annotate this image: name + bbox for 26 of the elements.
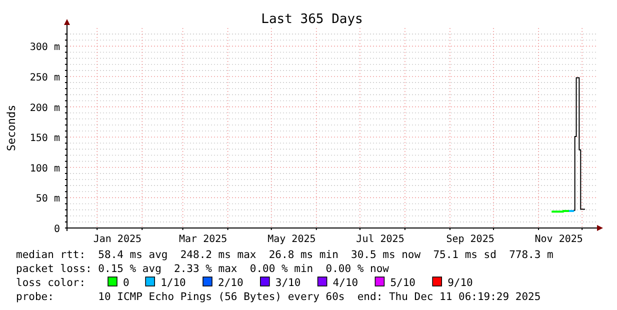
text: median rtt: 58.4 ms avg 248.2 ms max 26.8 ms min 30.5 ms now 75.1 ms sd 778.3 m: [16, 249, 554, 261]
x-tick-label: May 2025: [268, 234, 316, 245]
legend-title: loss color:: [16, 277, 86, 289]
legend-label: 2/10: [218, 277, 244, 289]
x-tick-label: Nov 2025: [534, 234, 583, 245]
text: probe: 10 ICMP Echo Pings (56 Bytes) every 60s end: Thu Dec 11 06:19:29 2025: [16, 291, 541, 303]
legend-label: 0: [123, 277, 130, 289]
legend-label: 3/10: [275, 277, 301, 289]
y-tick-label: 50 m: [36, 194, 60, 205]
x-tick-label: Mar 2025: [179, 234, 228, 245]
legend-label: 5/10: [390, 277, 416, 289]
legend-label: 4/10: [332, 277, 358, 289]
legend-label: 1/10: [160, 277, 186, 289]
x-tick-label: Jul 2025: [356, 234, 404, 245]
y-tick-label: 100 m: [30, 163, 60, 174]
x-tick-label: Sep 2025: [446, 234, 494, 245]
y-tick-label: 250 m: [30, 72, 60, 84]
x-tick-label: Jan 2025: [93, 234, 142, 245]
chart-title: Last 365 Days: [261, 12, 363, 27]
text: packet loss: 0.15 % avg 2.33 % max 0.00 % min 0.00 % now: [16, 263, 390, 275]
y-axis-title: Seconds: [5, 104, 18, 152]
y-tick-label: 150 m: [30, 133, 60, 144]
legend-label: 9/10: [448, 277, 473, 289]
y-tick-label: 300 m: [30, 42, 60, 54]
y-tick-label: 200 m: [30, 102, 60, 114]
y-tick-label: 0: [54, 224, 60, 235]
